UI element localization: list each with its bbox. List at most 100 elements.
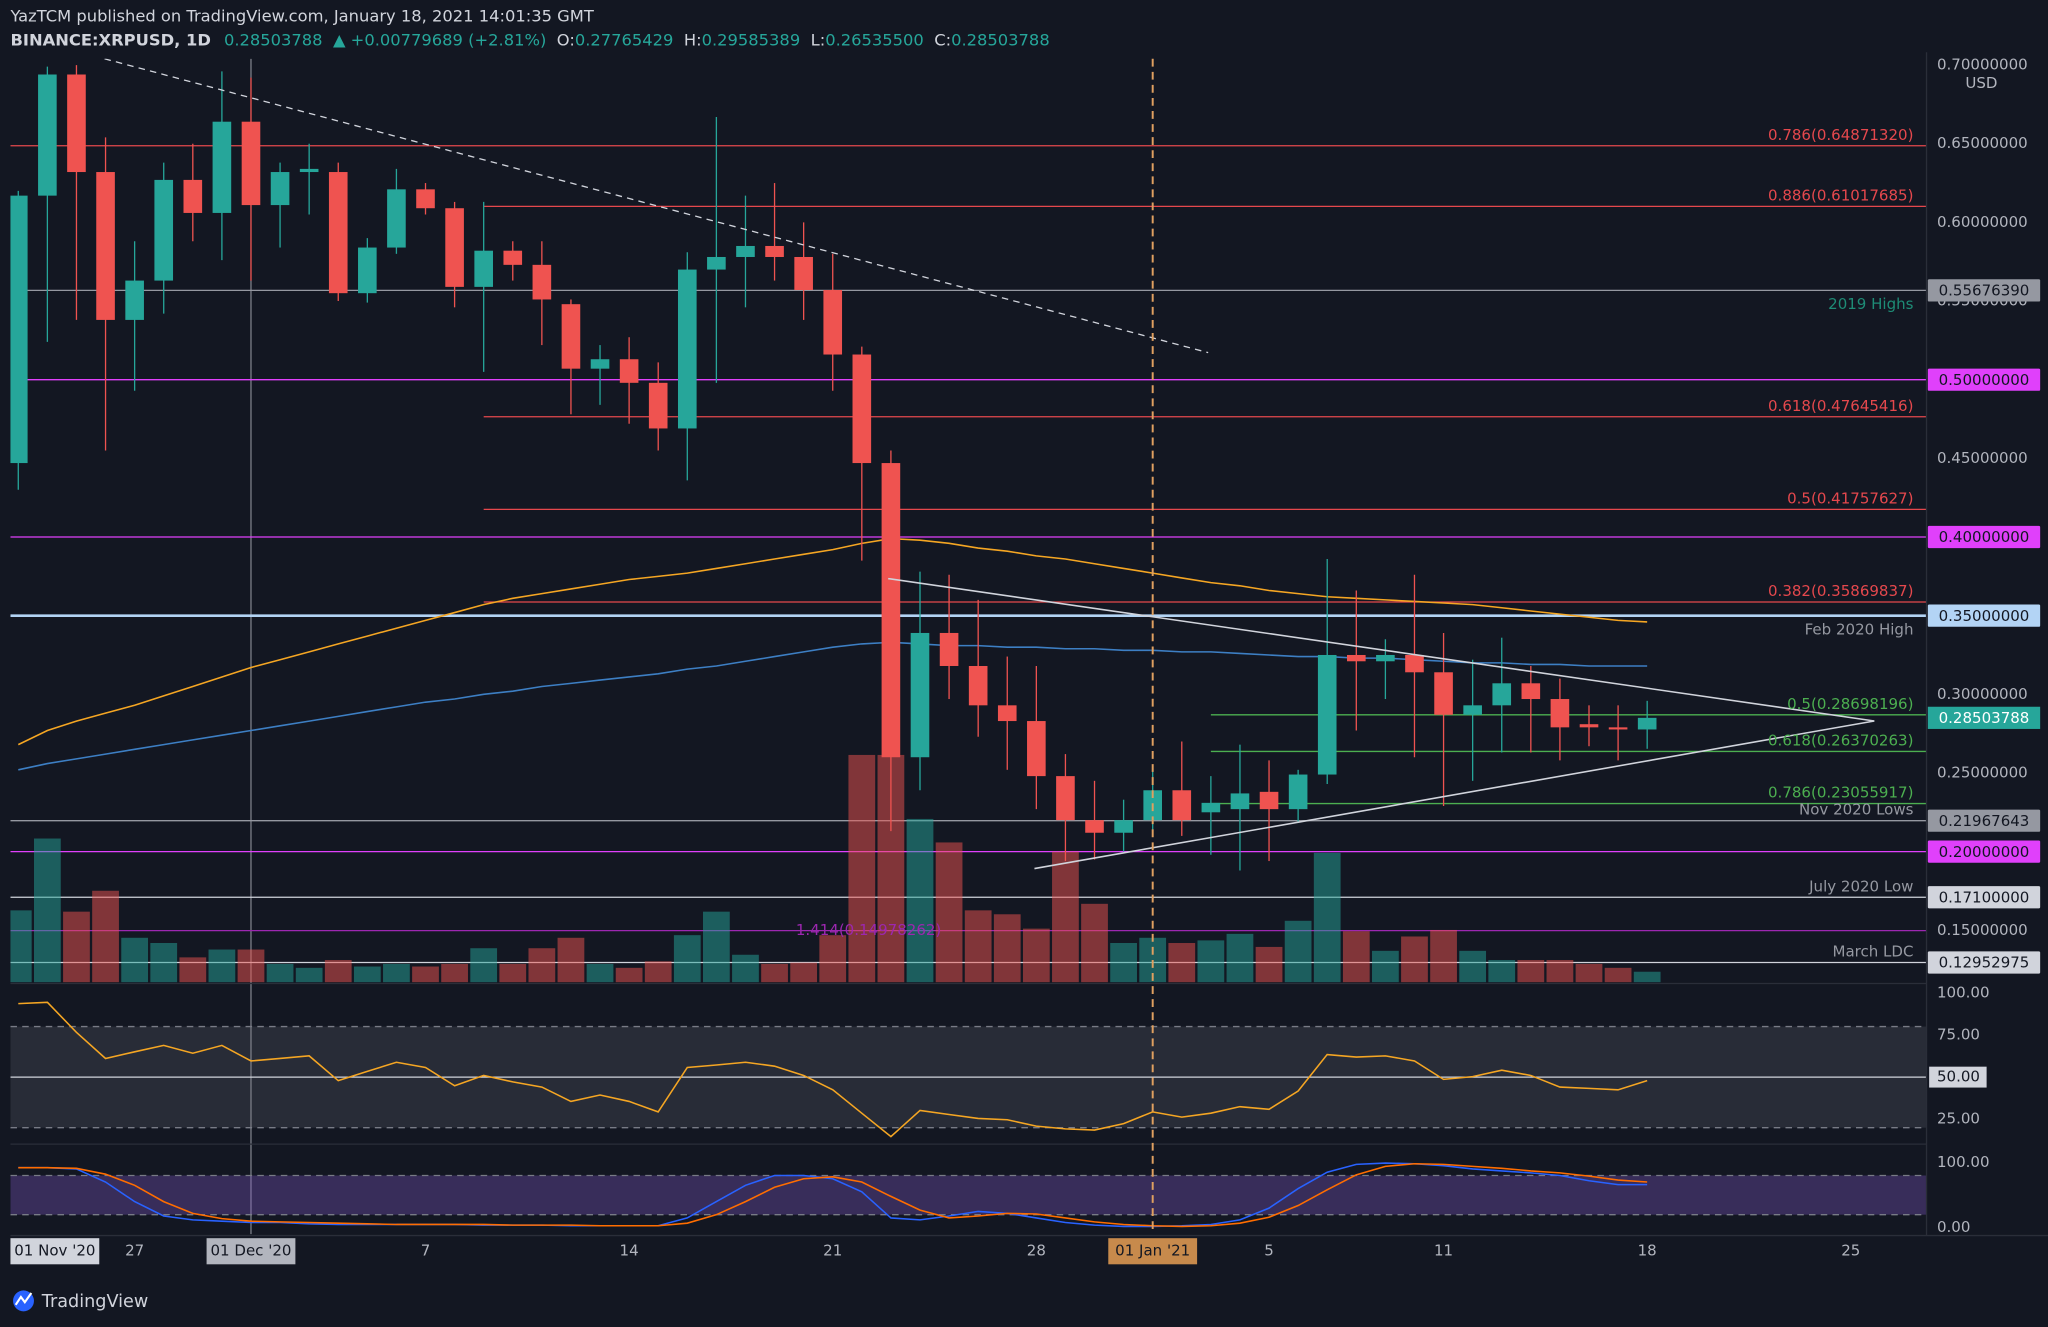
indicator-line — [18, 1162, 1648, 1228]
candle-body — [96, 172, 115, 320]
candle-body — [1376, 654, 1395, 662]
brand: TradingView — [41, 1292, 149, 1312]
level-note: July 2020 Low — [1808, 877, 1913, 895]
volume-bar — [63, 911, 90, 983]
price-tag-label: 0.12952975 — [1939, 954, 2030, 972]
indicator-line — [18, 1001, 1648, 1138]
level-label: 0.886(0.61017685) — [1768, 186, 1913, 204]
candle-body — [939, 632, 959, 666]
symbol: BINANCE:XRPUSD, 1D — [10, 30, 210, 49]
candle-body — [299, 168, 319, 173]
volume-bar — [586, 963, 614, 983]
level-label: 0.5(0.28698196) — [1787, 695, 1913, 713]
volume-bar — [644, 961, 672, 983]
volume-bar — [353, 966, 381, 983]
ohlc-key: O: — [557, 30, 575, 49]
price-tag — [1927, 604, 2041, 627]
logo-mark — [14, 1292, 33, 1306]
volume-bar — [1081, 903, 1108, 983]
volume-bar — [1226, 933, 1254, 983]
last-price: 0.28503788 — [224, 30, 323, 49]
y-tick-label: 0.25000000 — [1937, 763, 2028, 781]
volume-bar — [1022, 928, 1050, 983]
volume-bar — [1372, 950, 1399, 983]
moving-average — [18, 641, 1648, 771]
volume-bar — [1488, 959, 1516, 983]
level-note: Nov 2020 Lows — [1799, 801, 1914, 819]
volume-bar — [993, 914, 1021, 983]
overlay: 0.700000000.650000000.600000000.55000000… — [10, 56, 2041, 1265]
candle-body — [532, 264, 552, 300]
y-tick-label: 0.45000000 — [1937, 449, 2028, 467]
ohlc-value: 0.29585389 — [702, 30, 801, 49]
candle-body — [736, 245, 755, 257]
volume-bar — [1313, 852, 1341, 983]
candle-body — [328, 172, 348, 294]
candle-body — [183, 179, 203, 213]
volume-bar — [121, 937, 149, 983]
level-label: 0.5(0.41757627) — [1787, 489, 1913, 507]
x-tick-label: 01 Jan '21 — [1115, 1242, 1190, 1260]
price-tag — [1927, 886, 2041, 909]
candle-body — [67, 74, 86, 173]
volume-bar — [935, 842, 963, 983]
price-tag — [1927, 809, 2041, 832]
level-label: 1.414(0.14978262) — [796, 921, 941, 939]
y-tick-label: 25.00 — [1937, 1110, 1980, 1128]
ohlc-value: 0.27765429 — [575, 30, 674, 49]
volume-bar — [906, 818, 934, 983]
x-tick-label: 5 — [1264, 1242, 1274, 1260]
candle-body — [852, 354, 872, 464]
candle-body — [1579, 724, 1599, 728]
volume-bar — [150, 943, 178, 983]
volume-bar — [441, 963, 468, 983]
ohlc-value: 0.28503788 — [951, 30, 1050, 49]
candle-body — [997, 705, 1017, 722]
volume-bar — [324, 959, 352, 983]
candle-body — [416, 189, 435, 209]
volume-bar — [528, 948, 556, 983]
candle-body — [881, 463, 901, 758]
candle-body — [794, 256, 813, 291]
volume-bar — [1430, 929, 1457, 983]
candle-body — [38, 74, 57, 196]
candle-body — [619, 359, 639, 383]
publisher: YazTCM published on TradingView.com, Jan… — [9, 6, 594, 25]
level-note: 2019 Highs — [1828, 295, 1913, 313]
volume-bar — [1284, 920, 1312, 983]
x-tick-label: 01 Dec '20 — [211, 1242, 292, 1260]
candle-body — [1550, 699, 1570, 728]
volume-bar — [1168, 943, 1196, 983]
candle-body — [1201, 802, 1221, 813]
price-tag — [1927, 951, 2041, 974]
volume-bar — [1342, 931, 1370, 983]
candle-body — [503, 250, 523, 265]
candle-body — [677, 269, 697, 429]
candle-body — [212, 121, 232, 213]
candle-body — [1172, 790, 1192, 821]
price-tag-label: 0.50000000 — [1939, 371, 2030, 389]
candle-body — [125, 280, 144, 320]
volume-bar — [1546, 959, 1574, 983]
trend-line — [104, 58, 1209, 354]
plot-marks — [10, 65, 1661, 1228]
level-label: 0.618(0.47645416) — [1768, 397, 1913, 415]
candle-body — [1085, 820, 1104, 833]
volume-bar — [1604, 967, 1632, 983]
price-tag-label: 0.21967643 — [1939, 812, 2030, 830]
level-note: Feb 2020 High — [1805, 621, 1914, 639]
y-tick-label: 0.30000000 — [1937, 685, 2028, 703]
volume-bar — [295, 967, 323, 983]
symbol-line: BINANCE:XRPUSD, 1D 0.28503788 ▲ +0.00779… — [10, 30, 1049, 49]
volume-bar — [383, 963, 410, 983]
level-label: 0.786(0.64871320) — [1768, 126, 1913, 144]
candle-body — [1114, 820, 1133, 833]
volume-bar — [1575, 963, 1603, 983]
price-tag — [1927, 525, 2041, 549]
price-tag-label: 0.40000000 — [1939, 528, 2030, 546]
tick-box — [1929, 1066, 1987, 1088]
volume-bar — [848, 754, 876, 983]
ohlc-key: C: — [934, 30, 951, 49]
level-label: 0.786(0.23055917) — [1768, 784, 1913, 802]
